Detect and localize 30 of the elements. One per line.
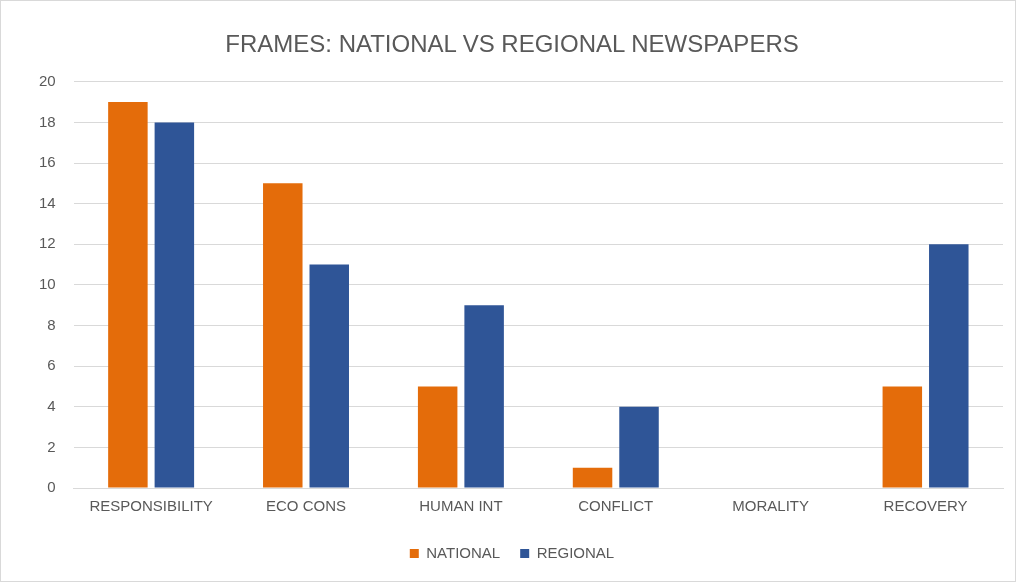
y-tick-label: 2	[47, 437, 56, 455]
legend-label: NATIONAL	[426, 543, 501, 561]
y-tick-label: 16	[39, 153, 56, 171]
x-tick-label: RESPONSIBILITY	[89, 497, 213, 515]
x-tick-label: MORALITY	[732, 497, 810, 515]
y-tick-label: 18	[39, 112, 56, 130]
bar	[882, 386, 923, 488]
y-tick-label: 0	[47, 478, 56, 496]
bar	[108, 102, 148, 488]
bar	[417, 386, 458, 488]
bar	[309, 264, 349, 488]
y-tick-label: 10	[39, 275, 56, 293]
y-tick-label: 14	[39, 193, 56, 211]
legend-label: REGIONAL	[536, 543, 615, 561]
y-tick-label: 8	[47, 315, 56, 333]
x-tick-label: ECO CONS	[266, 497, 347, 515]
x-tick-label: HUMAN INT	[419, 497, 503, 515]
bar	[619, 406, 659, 488]
chart-title: FRAMES: NATIONAL VS REGIONAL NEWSPAPERS	[225, 30, 799, 58]
bar	[263, 183, 303, 488]
y-tick-label: 20	[39, 71, 56, 89]
y-tick-label: 4	[47, 396, 56, 414]
bar	[154, 122, 195, 488]
bar	[572, 467, 613, 488]
bar	[464, 305, 504, 488]
y-tick-label: 12	[39, 234, 56, 252]
y-tick-label: 6	[47, 356, 56, 374]
bar	[929, 244, 969, 488]
x-tick-label: RECOVERY	[883, 497, 968, 515]
x-tick-label: CONFLICT	[578, 497, 654, 515]
